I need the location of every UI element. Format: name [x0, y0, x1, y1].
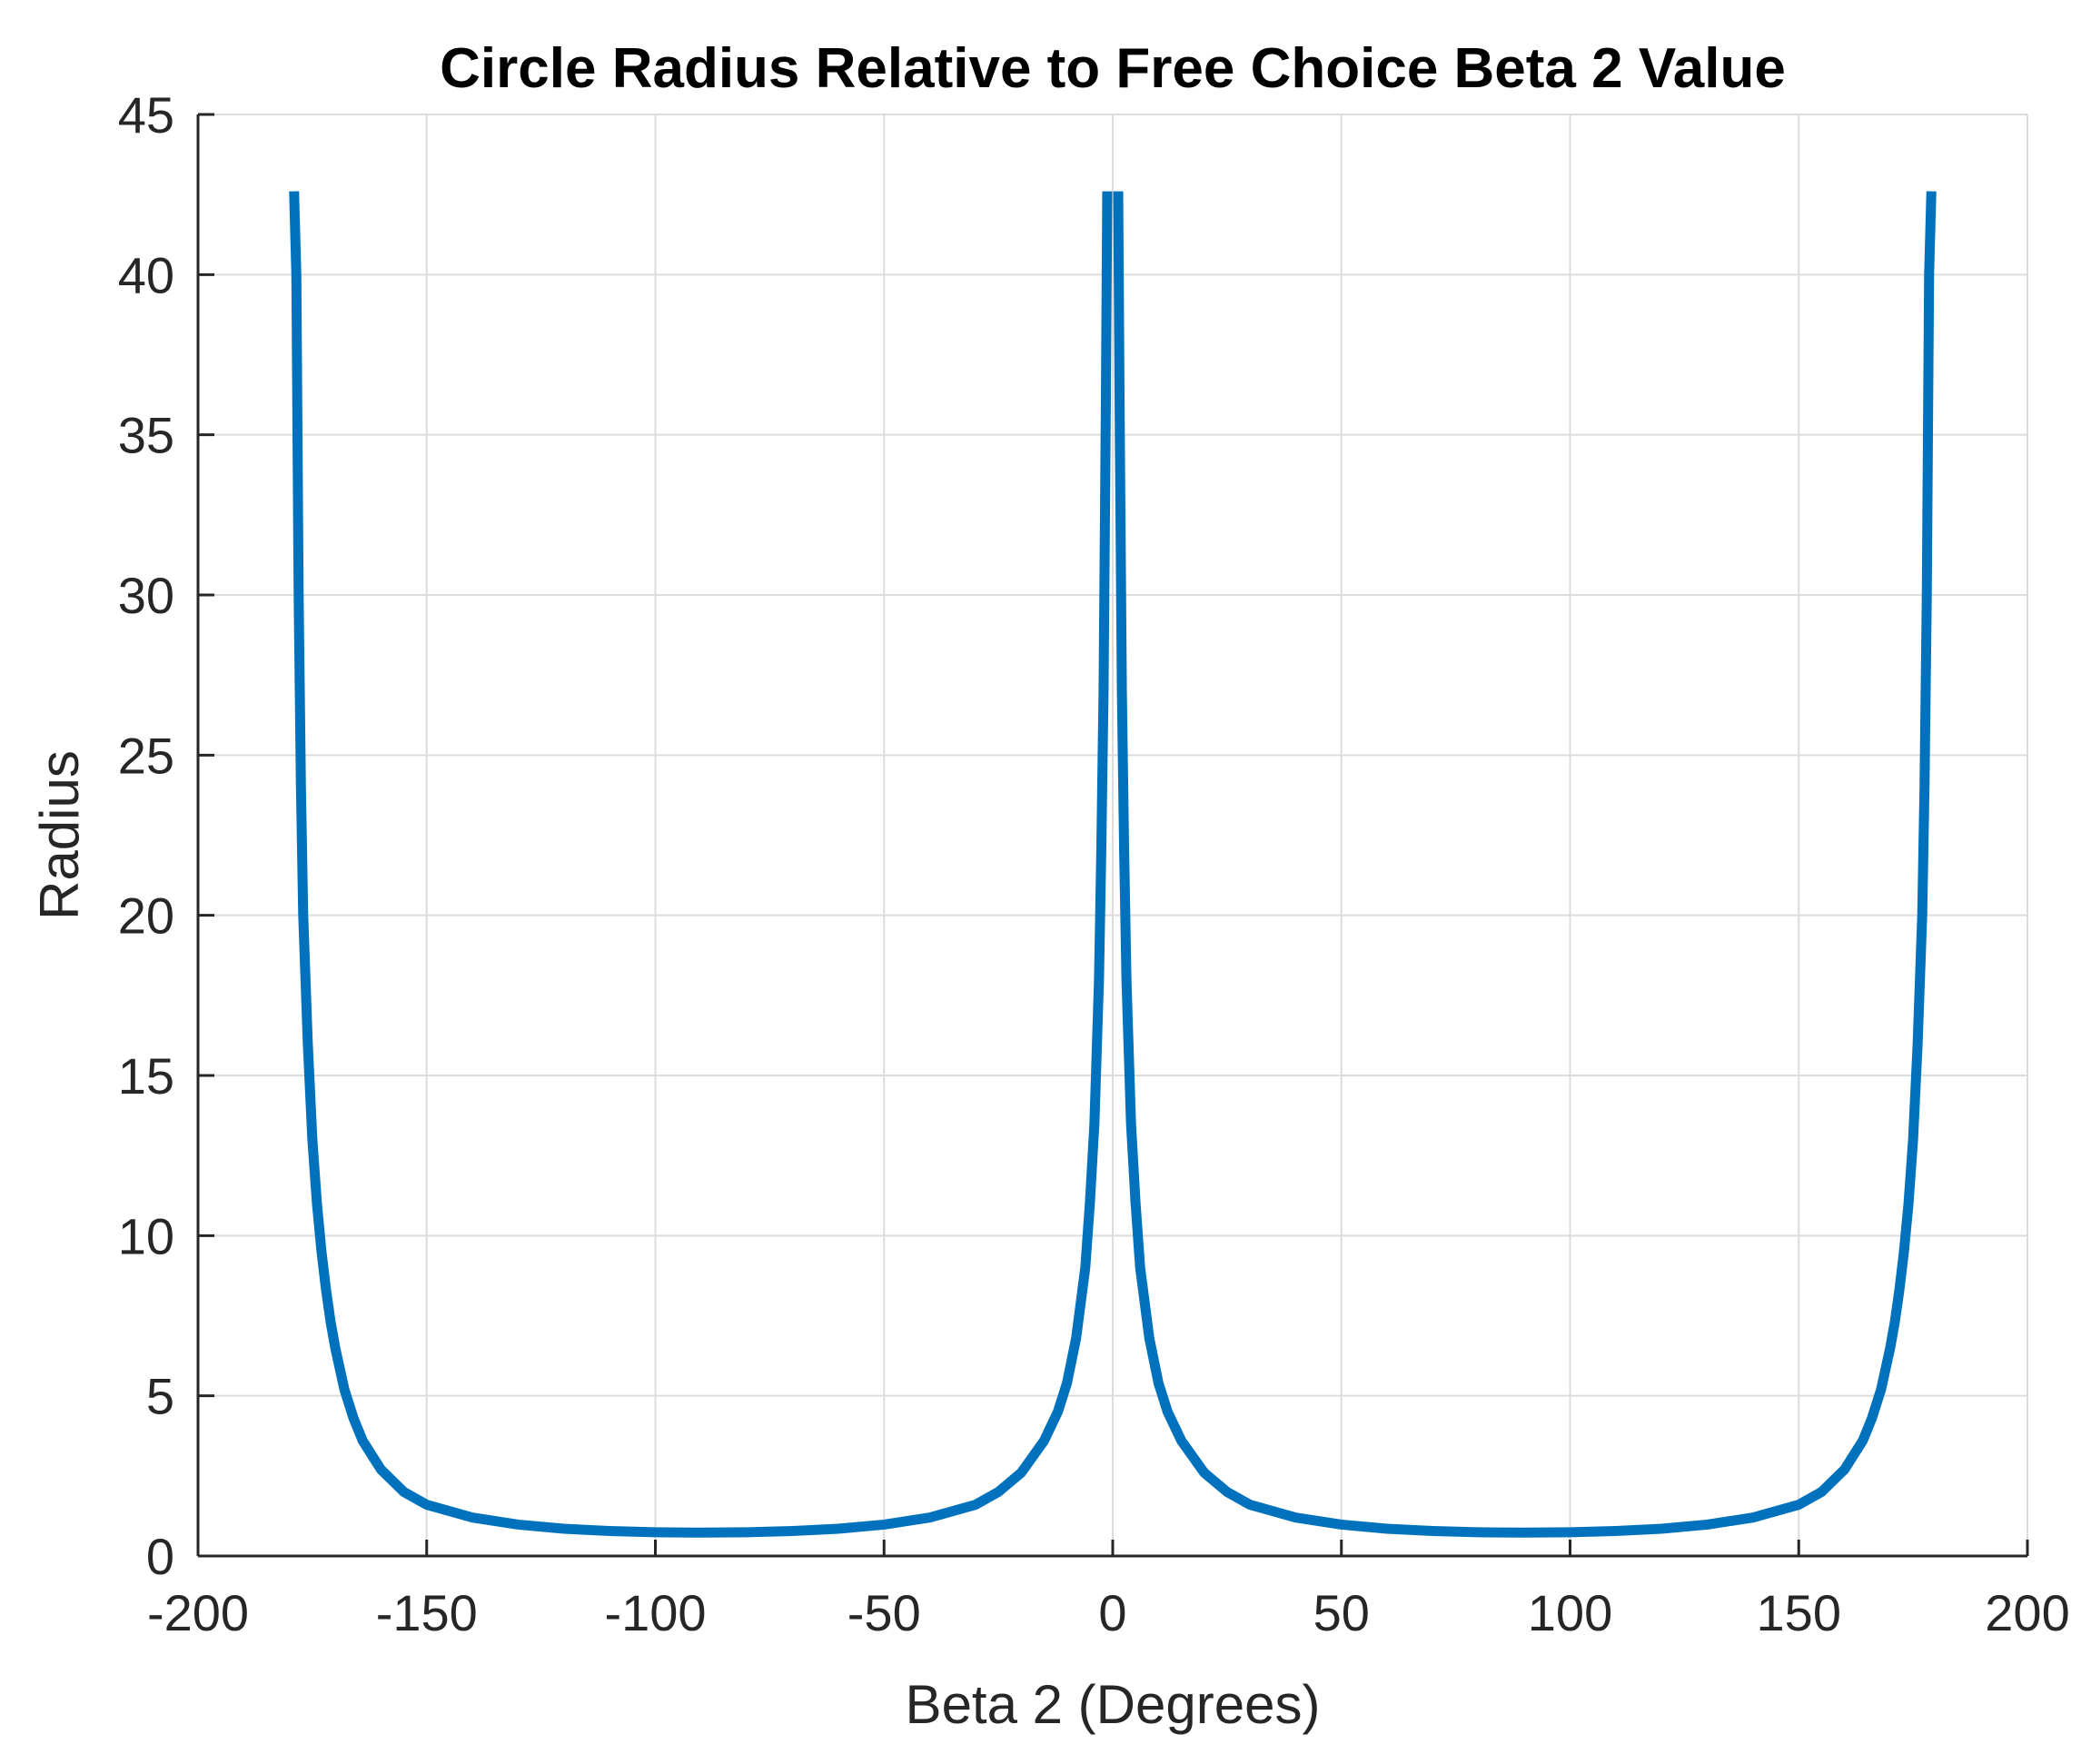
x-tick-label: 0: [1098, 1584, 1126, 1641]
x-axis-label: Beta 2 (Degrees): [906, 1674, 1321, 1735]
x-tick-label: 50: [1313, 1584, 1370, 1641]
y-axis-label: Radius: [29, 750, 90, 920]
x-tick-label: -200: [147, 1584, 249, 1641]
y-tick-label: 10: [118, 1207, 174, 1264]
y-tick-label: 35: [118, 407, 174, 464]
y-tick-label: 0: [146, 1528, 174, 1585]
series-line-radius: [289, 191, 1113, 1538]
x-tick-label: 100: [1528, 1584, 1612, 1641]
x-tick-label: 200: [1985, 1584, 2069, 1641]
y-tick-label: 45: [118, 86, 174, 144]
x-tick-label: 150: [1757, 1584, 1841, 1641]
series: [289, 191, 1937, 1538]
x-tick-label: -150: [376, 1584, 478, 1641]
x-tick-label: -100: [604, 1584, 706, 1641]
series-line-radius: [1113, 191, 1937, 1538]
grid: [197, 114, 2028, 1557]
y-tick-label: 15: [118, 1047, 174, 1105]
y-tick-label: 5: [146, 1368, 174, 1425]
ticks: -200 -150 -100 -50 0 50 100 150 200 0 5 10 15 20 25 30 3…: [118, 86, 2070, 1641]
y-tick-label: 30: [118, 567, 174, 624]
y-tick-label: 25: [118, 727, 174, 784]
chart-title: Circle Radius Relative to Free Choice Be…: [440, 37, 1786, 100]
x-tick-label: -50: [847, 1584, 921, 1641]
y-tick-label: 20: [118, 887, 174, 945]
y-tick-label: 40: [118, 246, 174, 303]
